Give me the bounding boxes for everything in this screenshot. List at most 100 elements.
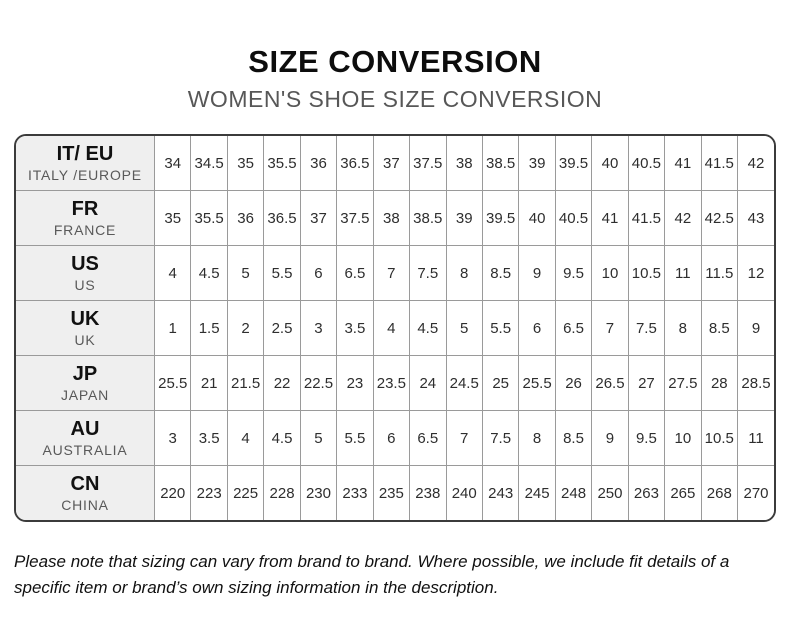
- size-value: 39.5: [555, 136, 593, 191]
- size-value: 36: [227, 190, 265, 246]
- size-value: 265: [664, 465, 702, 520]
- size-value: 36: [300, 136, 338, 191]
- row-header-it-eu: IT/ EU ITALY /EUROPE: [16, 136, 155, 191]
- table-row: JP JAPAN 25.5 21 21.5 22 22.5 23 23.5 24 24.5 25 25.…: [16, 355, 774, 411]
- size-value: 9.5: [628, 410, 666, 466]
- size-value: 9: [737, 300, 774, 356]
- size-value: 22: [263, 355, 301, 411]
- size-value: 27.5: [664, 355, 702, 411]
- size-value: 35: [227, 136, 265, 191]
- size-value: 36.5: [336, 136, 374, 191]
- size-value: 1.5: [190, 300, 228, 356]
- size-value: 4.5: [409, 300, 447, 356]
- size-value: 5.5: [482, 300, 520, 356]
- size-value: 8: [518, 410, 556, 466]
- size-value: 43: [737, 190, 774, 246]
- size-value: 24.5: [446, 355, 483, 411]
- size-value: 41: [664, 136, 702, 191]
- size-value: 5: [446, 300, 483, 356]
- size-value: 37: [373, 136, 411, 191]
- size-value: 36.5: [263, 190, 301, 246]
- size-value: 35.5: [263, 136, 301, 191]
- size-value: 9.5: [555, 245, 593, 301]
- size-value: 4: [373, 300, 411, 356]
- sizing-disclaimer-note: Please note that sizing can vary from br…: [14, 552, 730, 598]
- size-value: 268: [701, 465, 739, 520]
- size-value: 38.5: [409, 190, 447, 246]
- size-value: 5.5: [336, 410, 374, 466]
- size-value: 28.5: [737, 355, 774, 411]
- size-value: 5.5: [263, 245, 301, 301]
- size-value: 8: [664, 300, 702, 356]
- size-value: 223: [190, 465, 228, 520]
- size-value: 25: [482, 355, 520, 411]
- size-value: 220: [154, 465, 192, 520]
- size-value: 2: [227, 300, 265, 356]
- size-value: 3: [300, 300, 338, 356]
- size-value: 10.5: [701, 410, 739, 466]
- size-value: 37.5: [409, 136, 447, 191]
- size-value: 24: [409, 355, 447, 411]
- size-value: 10: [591, 245, 629, 301]
- table-row: IT/ EU ITALY /EUROPE 34 34.5 35 35.5 36 36.5 37 3…: [16, 136, 774, 191]
- size-value: 21: [190, 355, 228, 411]
- size-value: 40: [518, 190, 556, 246]
- size-value: 8.5: [701, 300, 739, 356]
- size-value: 245: [518, 465, 556, 520]
- size-value: 39: [518, 136, 556, 191]
- size-conversion-table-wrapper: IT/ EU ITALY /EUROPE 34 34.5 35 35.5 36 36.5 37 3…: [14, 134, 776, 522]
- size-value: 9: [518, 245, 556, 301]
- size-value: 21.5: [227, 355, 265, 411]
- size-value: 42: [737, 136, 774, 191]
- size-value: 6: [300, 245, 338, 301]
- size-value: 38.5: [482, 136, 520, 191]
- size-value: 4: [227, 410, 265, 466]
- size-value: 26.5: [591, 355, 629, 411]
- region-name: AUSTRALIA: [42, 441, 128, 458]
- size-value: 38: [446, 136, 483, 191]
- table-row: AU AUSTRALIA 3 3.5 4 4.5 5 5.5 6 6.5 7 7.5 8 8.5 9 9.5 1…: [16, 410, 774, 466]
- size-value: 248: [555, 465, 593, 520]
- region-name: JAPAN: [60, 386, 110, 403]
- size-value: 12: [737, 245, 774, 301]
- size-value: 11: [737, 410, 774, 466]
- region-name: FRANCE: [53, 221, 117, 238]
- size-value: 40.5: [628, 136, 666, 191]
- size-value: 35: [154, 190, 192, 246]
- size-value: 42.5: [701, 190, 739, 246]
- size-value: 23.5: [373, 355, 411, 411]
- size-value: 35.5: [190, 190, 228, 246]
- row-header-au: AU AUSTRALIA: [16, 410, 155, 466]
- region-code: AU: [70, 417, 100, 440]
- row-header-us: US US: [16, 245, 155, 301]
- size-value: 7.5: [409, 245, 447, 301]
- region-name: UK: [74, 331, 96, 348]
- size-value: 26: [555, 355, 593, 411]
- size-value: 39: [446, 190, 483, 246]
- size-value: 9: [591, 410, 629, 466]
- region-code: JP: [72, 362, 98, 385]
- size-value: 233: [336, 465, 374, 520]
- size-value: 7: [373, 245, 411, 301]
- size-value: 230: [300, 465, 338, 520]
- size-value: 243: [482, 465, 520, 520]
- size-value: 235: [373, 465, 411, 520]
- row-header-jp: JP JAPAN: [16, 355, 155, 411]
- size-value: 8.5: [555, 410, 593, 466]
- size-value: 225: [227, 465, 265, 520]
- size-value: 37.5: [336, 190, 374, 246]
- size-value: 238: [409, 465, 447, 520]
- size-value: 10: [664, 410, 702, 466]
- region-code: UK: [70, 307, 100, 330]
- table-row: US US 4 4.5 5 5.5 6 6.5 7 7.5 8 8.5 9 9.5 10 10.5 11 11.5…: [16, 245, 774, 301]
- size-value: 3: [154, 410, 192, 466]
- size-table-body: IT/ EU ITALY /EUROPE 34 34.5 35 35.5 36 36.5 37 3…: [16, 136, 774, 520]
- region-name: ITALY /EUROPE: [28, 166, 142, 183]
- size-value: 6: [518, 300, 556, 356]
- size-value: 25.5: [154, 355, 192, 411]
- size-conversion-table: IT/ EU ITALY /EUROPE 34 34.5 35 35.5 36 36.5 37 3…: [16, 136, 774, 520]
- size-value: 23: [336, 355, 374, 411]
- size-value: 34.5: [190, 136, 228, 191]
- size-value: 8: [446, 245, 483, 301]
